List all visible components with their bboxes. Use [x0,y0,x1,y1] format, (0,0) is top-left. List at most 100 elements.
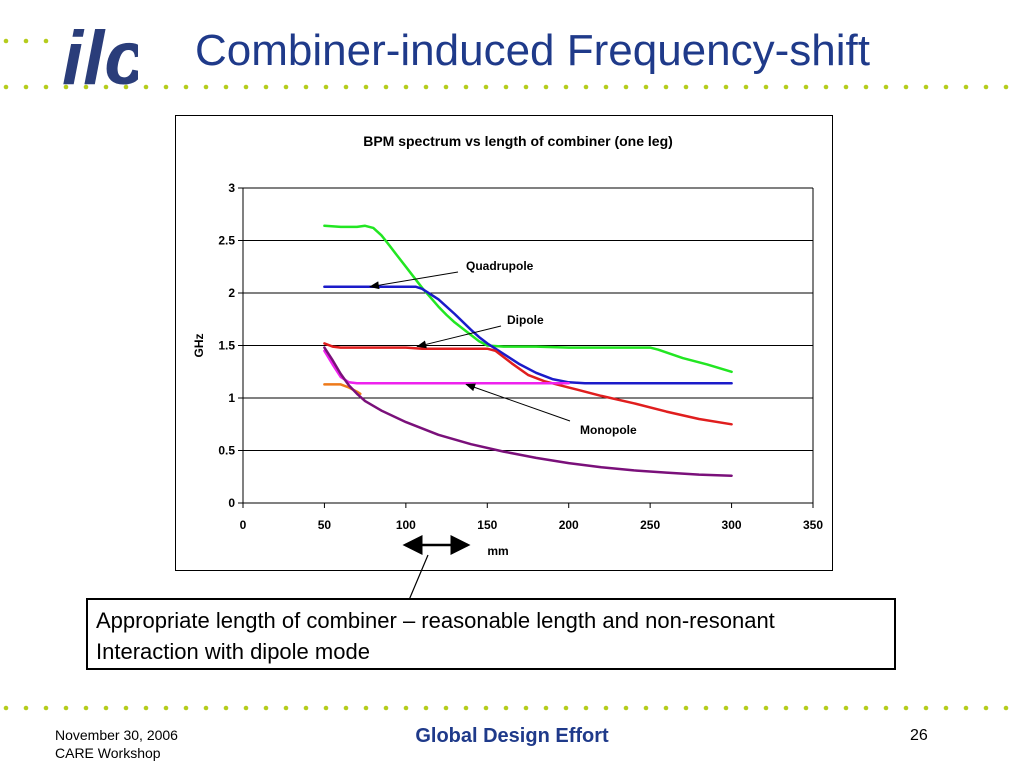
divider-dot [343,84,349,90]
divider-dot [603,84,609,90]
divider-dot [863,705,869,711]
divider-dot [563,705,569,711]
divider-dot [663,705,669,711]
divider-dot [183,84,189,90]
divider-dot [23,705,29,711]
slide-title: Combiner-induced Frequency-shift [195,26,870,75]
divider-dot [783,705,789,711]
divider-dot [283,84,289,90]
divider-dot [543,705,549,711]
divider-dot [563,84,569,90]
y-tick-label: 3 [228,181,235,195]
divider-dot [883,84,889,90]
page-number: 26 [910,727,928,744]
divider-dot [523,84,529,90]
divider-dot [783,84,789,90]
divider-dot [483,84,489,90]
divider-dot [23,38,29,44]
divider-dot [723,84,729,90]
divider-dot [443,84,449,90]
divider-dot [303,84,309,90]
bottom-dot-divider [3,705,1009,711]
divider-dot [203,84,209,90]
divider-dot [903,84,909,90]
divider-dot [103,705,109,711]
top-dot-divider [3,84,1009,90]
divider-dot [143,705,149,711]
divider-dot [163,84,169,90]
divider-dot [123,84,129,90]
divider-dot [883,705,889,711]
divider-dot [523,705,529,711]
divider-dot [283,705,289,711]
divider-dot [363,84,369,90]
divider-dot [663,84,669,90]
divider-dot [43,84,49,90]
x-axis-label: mm [487,544,508,558]
y-tick-label: 1 [228,391,235,405]
divider-dot [843,705,849,711]
x-tick-label: 150 [477,518,497,532]
divider-dot [603,705,609,711]
divider-dot [703,84,709,90]
divider-dot [583,84,589,90]
divider-dot [423,84,429,90]
divider-dot [303,705,309,711]
divider-dot [383,705,389,711]
divider-dot [123,705,129,711]
divider-dot [3,38,9,44]
divider-dot [403,84,409,90]
divider-dot [263,705,269,711]
x-tick-label: 350 [803,518,823,532]
callout-line-1: Appropriate length of combiner – reasona… [96,608,775,633]
annotation-label-dipole: Dipole [507,313,544,327]
x-tick-label: 250 [640,518,660,532]
divider-dot [923,84,929,90]
callout-box: Appropriate length of combiner – reasona… [86,598,896,670]
divider-dot [763,84,769,90]
divider-dot [263,84,269,90]
divider-dot [1003,705,1009,711]
divider-dot [743,705,749,711]
divider-dot [363,705,369,711]
divider-dot [743,84,749,90]
divider-dot [803,84,809,90]
divider-dot [923,705,929,711]
y-axis-label: GHz [192,334,206,358]
divider-dot [43,705,49,711]
divider-dot [103,84,109,90]
divider-dot [1003,84,1009,90]
x-tick-label: 200 [559,518,579,532]
divider-dot [723,705,729,711]
divider-dot [983,84,989,90]
series-line-6 [323,346,733,477]
divider-dot [163,705,169,711]
divider-dot [3,705,9,711]
divider-dot [223,705,229,711]
divider-dot [643,705,649,711]
bpm-spectrum-chart: BPM spectrum vs length of combiner (one … [192,133,823,558]
divider-dot [823,705,829,711]
divider-dot [683,705,689,711]
divider-dot [403,705,409,711]
divider-dot [423,705,429,711]
divider-dot [63,705,69,711]
divider-dot [243,705,249,711]
annotation-label-quadrupole: Quadrupole [466,259,534,273]
chart-frame: BPM spectrum vs length of combiner (one … [175,115,833,571]
divider-dot [703,705,709,711]
divider-dot [23,84,29,90]
divider-dot [943,705,949,711]
left-dot-accent [3,38,49,44]
annotation-arrow-quadrupole [369,271,459,290]
divider-dot [503,84,509,90]
annotation-arrow-monopole [465,383,571,422]
divider-dot [323,705,329,711]
footer-center-label: Global Design Effort [415,725,609,747]
footer-left: November 30, 2006 CARE Workshop [55,726,178,762]
divider-dot [3,84,9,90]
y-tick-label: 0.5 [218,444,235,458]
y-tick-label: 0 [228,496,235,510]
callout-line-2: Interaction with dipole mode [96,639,370,664]
divider-dot [343,705,349,711]
